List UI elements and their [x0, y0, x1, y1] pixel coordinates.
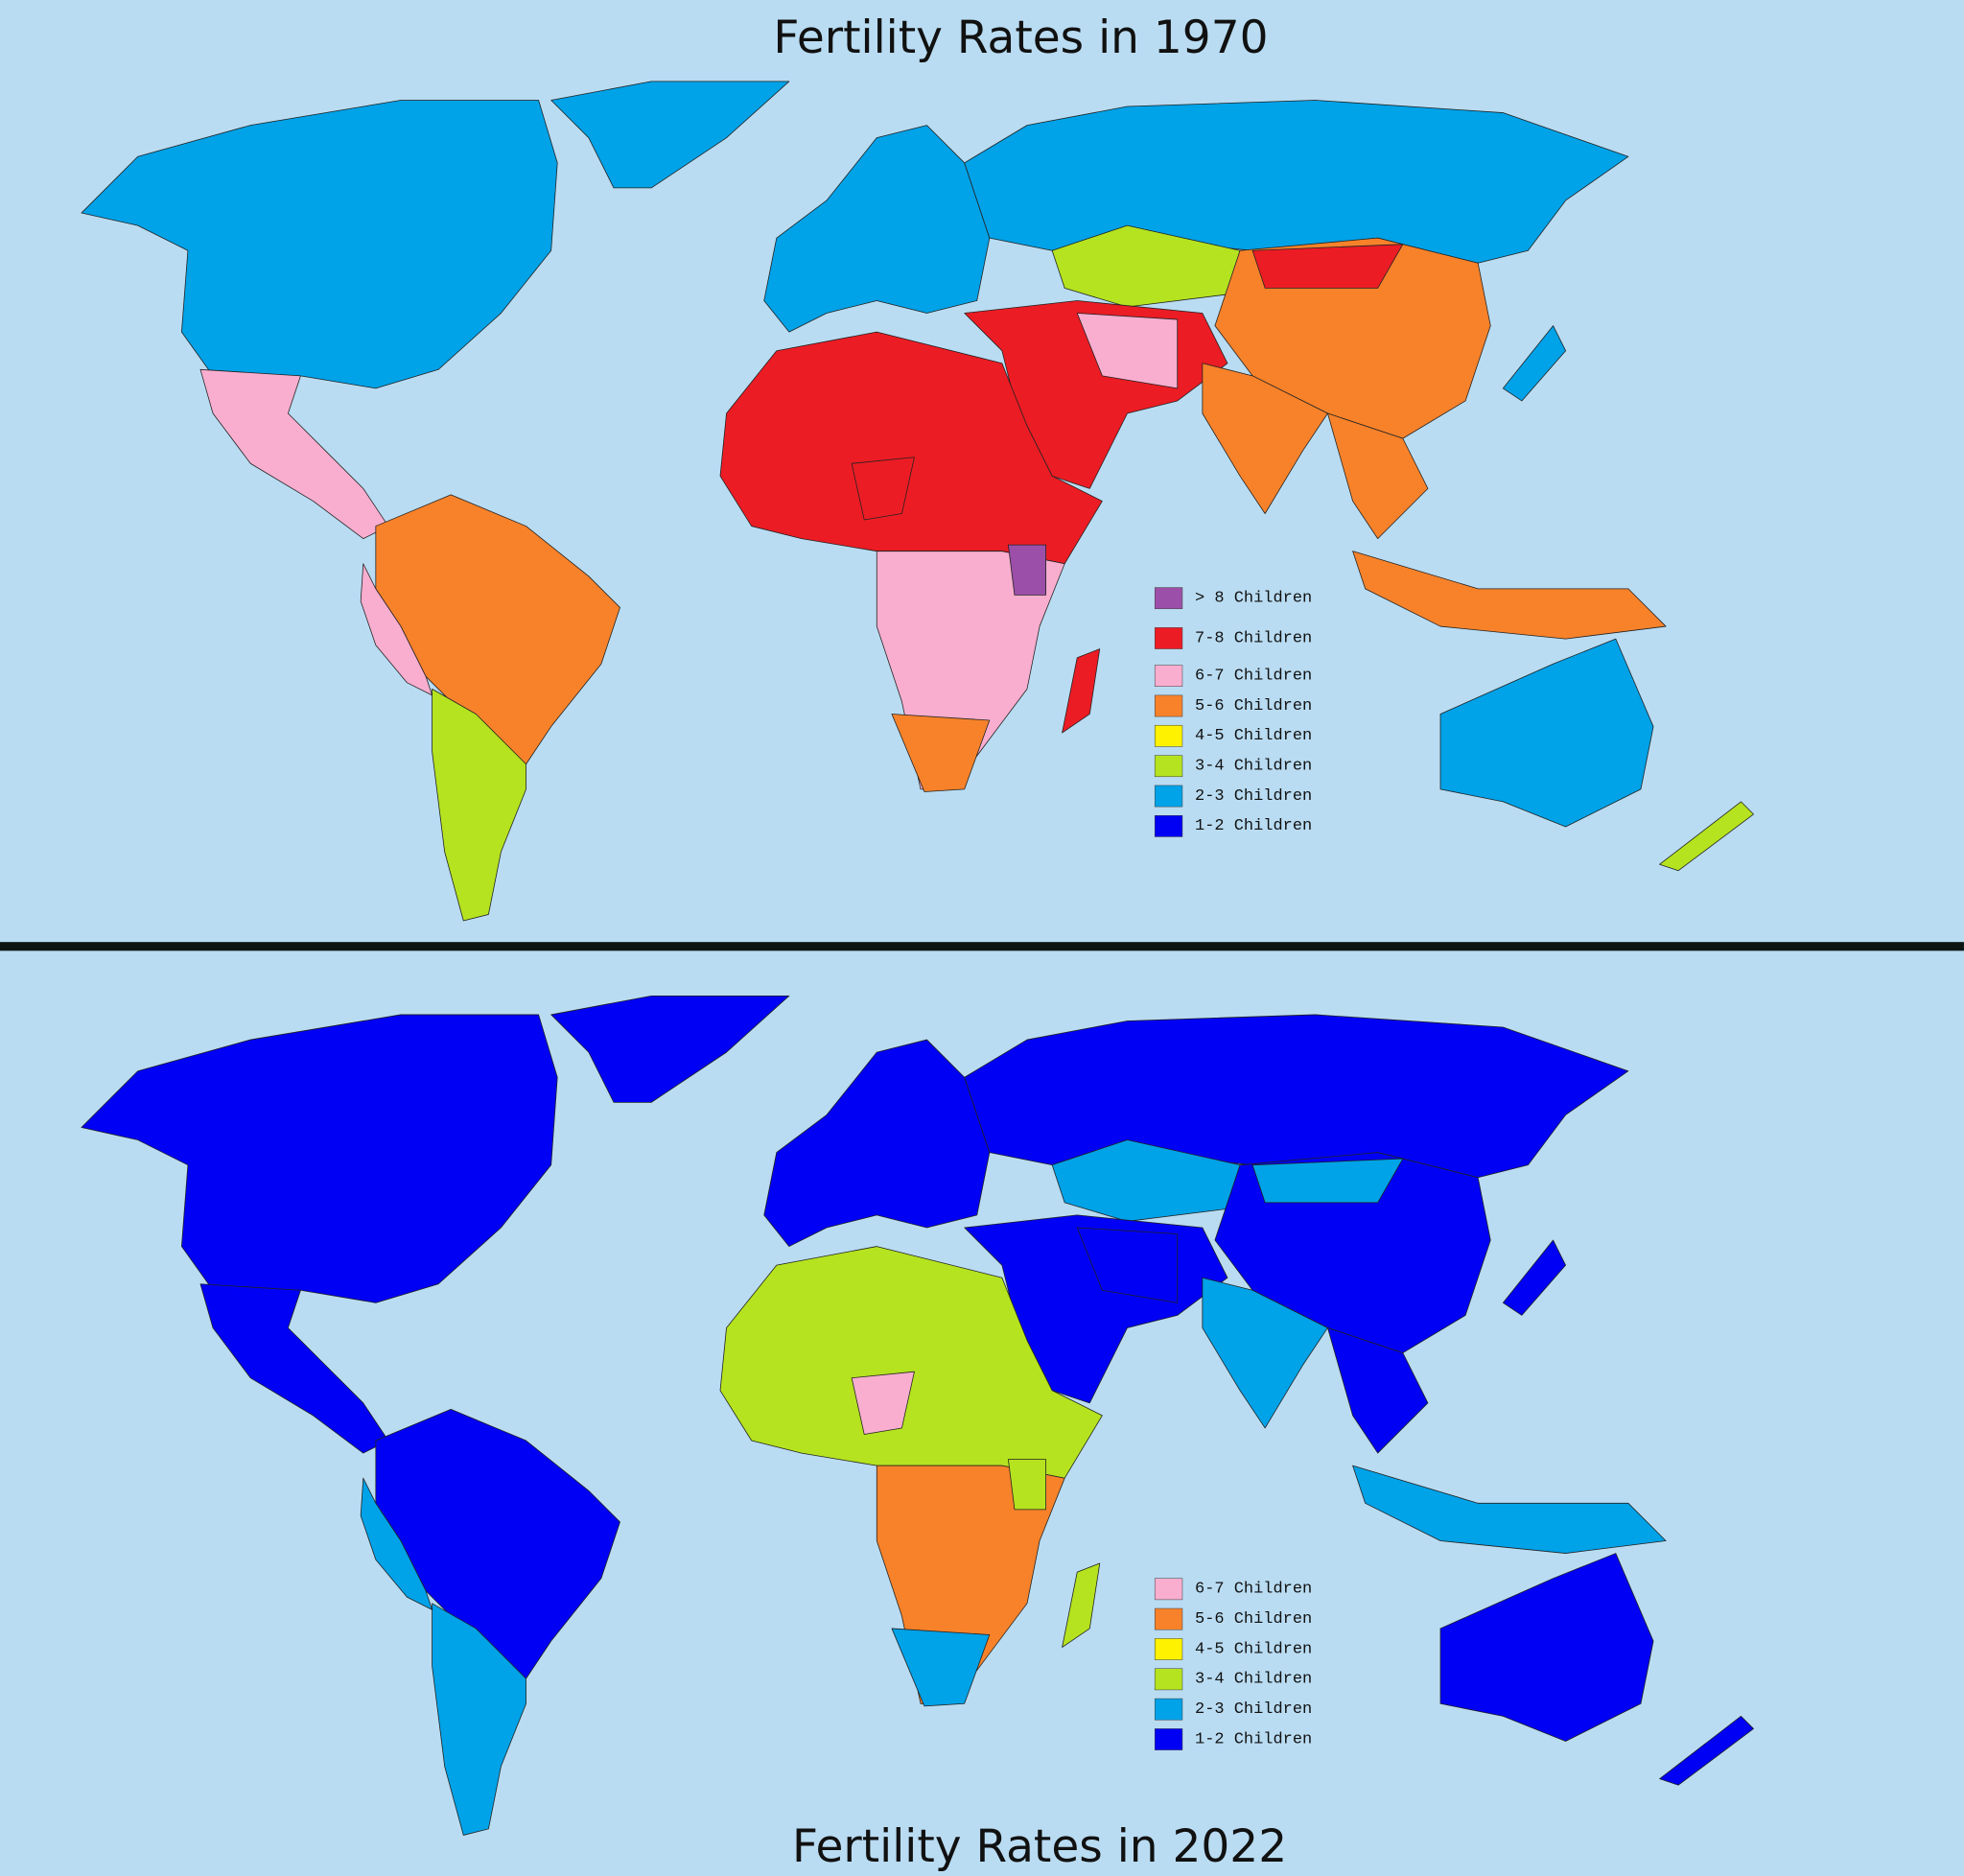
greenland: [550, 995, 790, 1103]
australia: [1439, 638, 1654, 828]
russia: [964, 100, 1629, 264]
new-zealand: [1659, 1715, 1754, 1786]
japan: [1502, 325, 1567, 402]
legend-label: 5-6 Children: [1195, 697, 1312, 715]
world-map-1970: Fertility Rates in 1970 > 8 Children 7-8 …: [81, 12, 1754, 922]
indonesia: [1352, 551, 1667, 640]
legend-label: 6-7 Children: [1195, 667, 1312, 685]
legend-swatch: [1154, 1728, 1183, 1750]
india: [1202, 363, 1328, 514]
australia: [1439, 1553, 1654, 1742]
new-zealand: [1659, 801, 1754, 872]
kenya: [1008, 1459, 1046, 1511]
legend-swatch: [1154, 1668, 1183, 1691]
world-map-2022: Fertility Rates in 2022 6-7 Children 5-6 …: [81, 995, 1754, 1873]
japan: [1502, 1239, 1567, 1316]
map-canvas: Fertility Rates in 1970 > 8 Children 7-8 …: [0, 12, 1964, 1873]
legend-swatch: [1154, 1638, 1183, 1660]
legend-label: 4-5 Children: [1195, 727, 1312, 745]
legend-label: 2-3 Children: [1195, 787, 1312, 806]
legend-label: 3-4 Children: [1195, 1671, 1312, 1689]
map-title: Fertility Rates in 2022: [792, 1820, 1287, 1873]
legend-swatch: [1154, 724, 1183, 747]
mongolia: [1251, 244, 1404, 289]
iran: [1076, 313, 1179, 389]
south-america-south: [432, 1603, 526, 1836]
legend-swatch: [1154, 1578, 1183, 1601]
legend-swatch: [1154, 785, 1183, 808]
legend-label: 5-6 Children: [1195, 1610, 1312, 1629]
north-africa: [719, 331, 1103, 565]
legend-label: 4-5 Children: [1195, 1640, 1312, 1658]
legend-swatch: [1154, 627, 1183, 649]
south-america-south: [432, 688, 526, 922]
indonesia: [1352, 1465, 1667, 1554]
southern-africa: [891, 714, 991, 792]
madagascar: [1062, 648, 1101, 734]
north-america: [81, 100, 558, 389]
iran: [1076, 1227, 1179, 1303]
legend-swatch: [1154, 1698, 1183, 1721]
north-america: [81, 1014, 558, 1303]
niger: [851, 1371, 915, 1435]
legend-label: > 8 Children: [1195, 589, 1312, 607]
mongolia: [1251, 1158, 1404, 1204]
russia: [964, 1014, 1629, 1179]
legend-swatch: [1154, 815, 1183, 837]
legend-swatch: [1154, 587, 1183, 610]
legend-label: 6-7 Children: [1195, 1581, 1312, 1599]
southeast-asia: [1327, 1327, 1429, 1454]
legend-swatch: [1154, 694, 1183, 717]
niger: [851, 457, 915, 521]
legend-swatch: [1154, 665, 1183, 688]
southeast-asia: [1327, 412, 1429, 540]
legend-label: 7-8 Children: [1195, 629, 1312, 647]
legend-swatch: [1154, 755, 1183, 778]
greenland: [550, 81, 790, 189]
legend-label: 1-2 Children: [1195, 817, 1312, 835]
legend-label: 1-2 Children: [1195, 1730, 1312, 1748]
india: [1202, 1277, 1328, 1429]
divider: [0, 942, 1964, 951]
madagascar: [1062, 1562, 1101, 1648]
legend-label: 3-4 Children: [1195, 758, 1312, 776]
southern-africa: [891, 1628, 991, 1707]
north-africa: [719, 1246, 1103, 1479]
legend-swatch: [1154, 1607, 1183, 1630]
map-title: Fertility Rates in 1970: [773, 12, 1268, 64]
kenya: [1008, 544, 1046, 596]
legend-label: 2-3 Children: [1195, 1700, 1312, 1719]
